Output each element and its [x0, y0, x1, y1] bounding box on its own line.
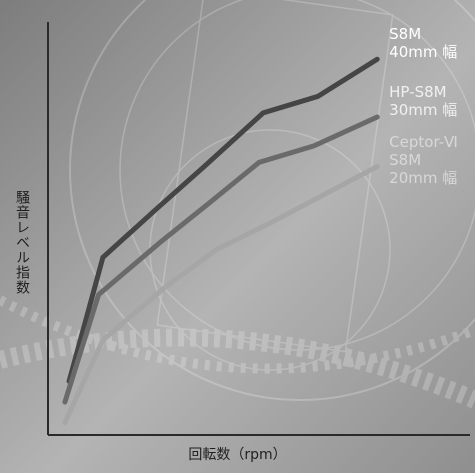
- series-label-2: HP-S8M 30mm 幅: [389, 83, 457, 119]
- series-label-line: 30mm 幅: [389, 100, 458, 119]
- series-line-2: [62, 114, 380, 405]
- axes: [47, 22, 470, 436]
- series-label-line: S8M: [389, 25, 422, 44]
- series-label-3: Ceptor-Ⅵ S8M 20mm 幅: [389, 133, 458, 187]
- series-line-1: [66, 56, 380, 384]
- series-label-line: Ceptor-Ⅵ: [389, 132, 458, 151]
- series-layer: [62, 56, 380, 426]
- x-axis-label: 回転数（rpm）: [188, 447, 287, 463]
- series-label-line: S8M: [389, 150, 422, 169]
- series-label-line: 20mm 幅: [389, 168, 458, 187]
- series-label-line: 40mm 幅: [389, 43, 458, 62]
- series-label-line: HP-S8M: [389, 82, 447, 101]
- series-line-3: [62, 164, 380, 426]
- series-label-1: S8M 40mm 幅: [389, 25, 457, 61]
- y-axis-label: 騒音レベル指数: [14, 190, 30, 295]
